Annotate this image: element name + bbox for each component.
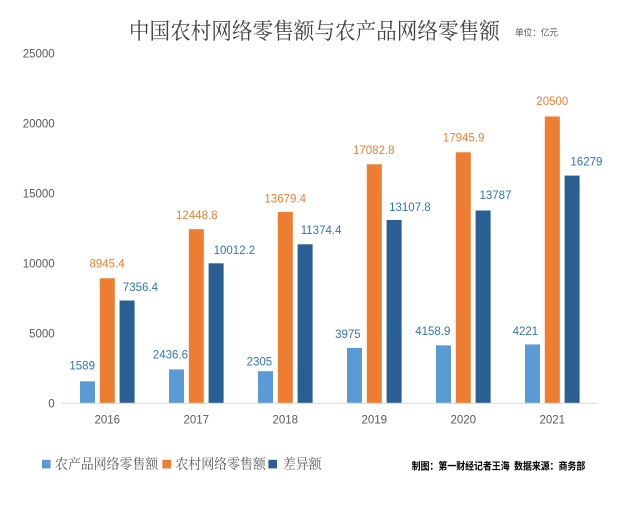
svg-text:16279: 16279	[570, 156, 602, 168]
svg-text:4158.9: 4158.9	[415, 326, 450, 338]
svg-text:20000: 20000	[23, 119, 55, 131]
svg-text:13107.8: 13107.8	[389, 202, 431, 214]
svg-text:3975: 3975	[335, 329, 361, 341]
svg-text:2020: 2020	[451, 414, 477, 426]
svg-text:2305: 2305	[247, 356, 273, 368]
svg-text:7356.4: 7356.4	[123, 282, 159, 294]
svg-text:12448.8: 12448.8	[176, 210, 218, 222]
svg-text:13679.4: 13679.4	[264, 194, 306, 206]
svg-text:25000: 25000	[23, 49, 55, 61]
svg-text:10012.2: 10012.2	[214, 245, 256, 257]
svg-text:20500: 20500	[536, 96, 568, 108]
svg-text:13787: 13787	[480, 190, 512, 202]
svg-text:11374.4: 11374.4	[301, 225, 342, 237]
svg-text:8945.4: 8945.4	[90, 259, 126, 271]
svg-text:17082.8: 17082.8	[353, 145, 395, 157]
svg-text:4221: 4221	[513, 326, 539, 338]
svg-text:1589: 1589	[69, 361, 95, 373]
svg-text:17945.9: 17945.9	[443, 132, 485, 144]
svg-text:0: 0	[48, 399, 54, 411]
svg-text:2436.6: 2436.6	[153, 350, 188, 362]
svg-text:2018: 2018	[273, 414, 299, 426]
svg-text:5000: 5000	[29, 329, 55, 341]
svg-text:2016: 2016	[95, 414, 121, 426]
svg-text:2021: 2021	[540, 414, 566, 426]
svg-text:15000: 15000	[23, 189, 55, 201]
svg-text:10000: 10000	[23, 259, 55, 271]
svg-text:2019: 2019	[362, 414, 388, 426]
svg-text:2017: 2017	[184, 414, 210, 426]
